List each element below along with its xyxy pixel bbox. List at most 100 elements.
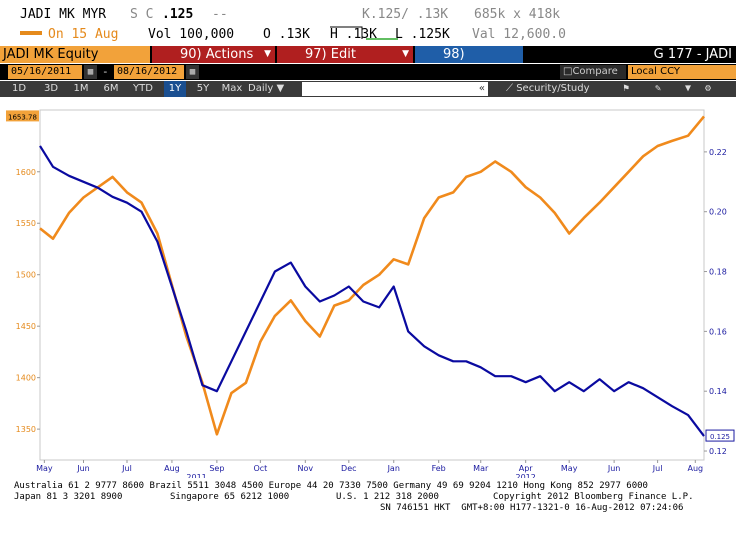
x-axis-tick-label: Jan <box>387 464 400 473</box>
feedback-button[interactable]: 98) Feedback <box>415 46 523 79</box>
bid-ask: K.125/ .13K <box>362 7 449 22</box>
contact-japan: Japan 81 3 3201 8900 <box>14 492 123 502</box>
left-axis-tick-label: 1550 <box>16 219 36 228</box>
right-last-value-label: 0.125 <box>710 433 730 441</box>
session-info: SN 746151 HKT GMT+8:00 H177-1321-0 16-Au… <box>380 503 684 513</box>
bid-ask-size: 685k x 418k <box>474 7 561 22</box>
start-date-field[interactable]: 05/16/2011 <box>8 65 82 79</box>
x-axis-tick-label: May <box>561 464 578 473</box>
contact-numbers: Australia 61 2 9777 8600 Brazil 5511 304… <box>14 481 648 491</box>
period-1y-button[interactable]: 1Y <box>164 81 186 97</box>
edit-menu[interactable]: 97) Edit ▼ <box>277 46 413 63</box>
compare-checkbox[interactable]: □Compare <box>560 65 626 79</box>
period-max-button[interactable]: Max <box>221 83 243 94</box>
quote-line-2: On 15 Aug Vol 100,000 O .13K H .13K L .1… <box>0 26 736 43</box>
x-axis-tick-label: Nov <box>297 464 313 473</box>
last-price: .125 <box>162 7 194 22</box>
line-chart-icon: ⟋ <box>506 83 517 94</box>
right-last-value-box <box>705 429 735 442</box>
date-range-row: 05/16/2011 ▦ - 08/16/2012 ▦ □Compare Loc… <box>0 64 736 80</box>
footer-line-1: Australia 61 2 9777 8600 Brazil 5511 304… <box>0 481 736 491</box>
edit-pencil-icon[interactable]: ✎ <box>654 83 662 94</box>
right-axis-tick-label: 0.16 <box>709 327 727 336</box>
year-label: 2011 <box>186 473 206 478</box>
traded-value: Val 12,600.0 <box>472 27 566 42</box>
frequency-label: Daily <box>248 83 274 94</box>
last-trade-marker <box>20 31 42 35</box>
left-axis-tick-label: 1450 <box>16 322 36 331</box>
frequency-dropdown[interactable]: Daily ▼ <box>248 81 284 97</box>
actions-menu[interactable]: 90) Actions ▼ <box>152 46 275 63</box>
security-ticker: JADI MK MYR <box>20 7 107 22</box>
period-1m-button[interactable]: 1M <box>73 83 89 94</box>
calendar-icon[interactable]: ▦ <box>186 65 199 79</box>
trade-date: On 15 Aug <box>48 27 119 42</box>
plot-area <box>39 109 705 461</box>
command-input[interactable]: « <box>302 82 488 96</box>
right-axis-tick-label: 0.14 <box>709 387 727 396</box>
right-axis-tick-label: 0.12 <box>709 447 727 456</box>
footer-line-2: Japan 81 3 3201 8900 Singapore 65 6212 1… <box>0 492 736 502</box>
security-field[interactable]: JADI MK Equity <box>0 46 150 63</box>
low-price: L .125K <box>395 27 450 42</box>
x-axis-tick-label: Sep <box>209 464 224 473</box>
left-last-value-box <box>6 110 39 122</box>
dropdown-arrow-icon: ▼ <box>276 83 285 94</box>
right-axis-tick-label: 0.20 <box>709 208 727 217</box>
end-date-field[interactable]: 08/16/2012 <box>114 65 184 79</box>
year-label: 2012 <box>515 473 535 478</box>
open-price: O .13K <box>263 27 310 42</box>
series-line-blue <box>39 145 705 437</box>
currency-selector[interactable]: Local CCY <box>628 65 736 79</box>
x-axis-tick-label: May <box>36 464 53 473</box>
contact-us: U.S. 1 212 318 2000 <box>336 492 439 502</box>
quote-line-1: JADI MK MYR S C .125 -- K.125/ .13K 685k… <box>0 6 736 40</box>
copyright: Copyright 2012 Bloomberg Finance L.P. <box>493 492 694 502</box>
dropdown-arrow-icon: ▼ <box>264 49 271 59</box>
dropdown-arrow-icon[interactable]: ▼ <box>684 83 692 94</box>
left-last-value-label: 1653.78 <box>8 113 37 121</box>
dropdown-arrow-icon: ▼ <box>402 49 409 59</box>
x-axis-tick-label: Jun <box>76 464 90 473</box>
collapse-chevron-icon[interactable]: « <box>478 83 485 94</box>
x-axis-tick-label: Aug <box>164 464 180 473</box>
date-separator: - <box>102 65 109 78</box>
left-axis-tick-label: 1500 <box>16 271 36 280</box>
left-axis-tick-label: 1400 <box>16 374 36 383</box>
edit-menu-label: 97) Edit <box>305 47 356 62</box>
security-study-button[interactable]: ⟋ Security/Study <box>506 81 590 97</box>
period-1d-button[interactable]: 1D <box>11 83 27 94</box>
period-3d-button[interactable]: 3D <box>43 83 59 94</box>
high-price: H .13K <box>330 27 377 42</box>
period-ytd-button[interactable]: YTD <box>133 83 153 94</box>
contact-singapore: Singapore 65 6212 1000 <box>170 492 290 502</box>
x-axis-tick-label: Dec <box>341 464 356 473</box>
period-6m-button[interactable]: 6M <box>103 83 119 94</box>
calendar-icon[interactable]: ▦ <box>84 65 97 79</box>
right-axis-tick-label: 0.18 <box>709 268 727 277</box>
volume: Vol 100,000 <box>148 27 235 42</box>
left-axis-tick-label: 1350 <box>16 425 36 434</box>
compare-label: Compare <box>572 66 618 77</box>
actions-menu-label: 90) Actions <box>180 47 254 62</box>
x-axis-tick-label: Oct <box>253 464 267 473</box>
bloomberg-terminal-window: JADI MK MYR S C .125 -- K.125/ .13K 685k… <box>0 6 736 513</box>
period-5y-button[interactable]: 5Y <box>196 83 210 94</box>
x-axis-tick-label: Jul <box>652 464 663 473</box>
settings-gear-icon[interactable]: ⚙ <box>704 83 712 94</box>
price-change: -- <box>212 7 228 22</box>
checkbox-icon: □ <box>563 66 573 77</box>
left-axis-tick-label: 1600 <box>16 168 36 177</box>
sc-indicator: S C <box>130 7 154 22</box>
x-axis-tick-label: Jun <box>607 464 621 473</box>
price-chart: 1350 1400 1450 1500 1550 1600 0.12 0.14 0.16 0.18… <box>6 109 735 478</box>
x-axis-tick-label: Jul <box>121 464 132 473</box>
right-axis-tick-label: 0.22 <box>709 148 727 157</box>
chart-page-code: G 177 - JADI <box>653 47 732 62</box>
chart-toolbar: 1D 3D 1M 6M YTD 1Y 5Y Max Daily ▼ « ⟋ Se… <box>0 81 736 97</box>
function-bar: JADI MK Equity 90) Actions ▼ 97) Edit ▼ … <box>0 46 736 79</box>
series-line-orange <box>39 115 706 436</box>
security-study-label: Security/Study <box>516 83 590 94</box>
flag-icon[interactable]: ⚑ <box>622 83 630 94</box>
x-axis-tick-label: Mar <box>473 464 489 473</box>
